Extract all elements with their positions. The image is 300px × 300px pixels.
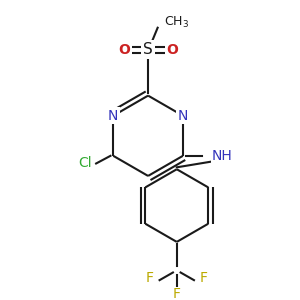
Text: F: F	[146, 271, 154, 285]
Text: S: S	[143, 42, 153, 57]
Text: F: F	[173, 287, 181, 300]
Text: CH$_3$: CH$_3$	[164, 15, 190, 31]
Text: N: N	[178, 109, 188, 123]
Text: NH: NH	[212, 149, 232, 163]
Text: O: O	[118, 43, 130, 57]
Text: F: F	[200, 271, 208, 285]
Text: O: O	[166, 43, 178, 57]
Text: Cl: Cl	[78, 157, 92, 170]
Text: N: N	[108, 109, 119, 123]
